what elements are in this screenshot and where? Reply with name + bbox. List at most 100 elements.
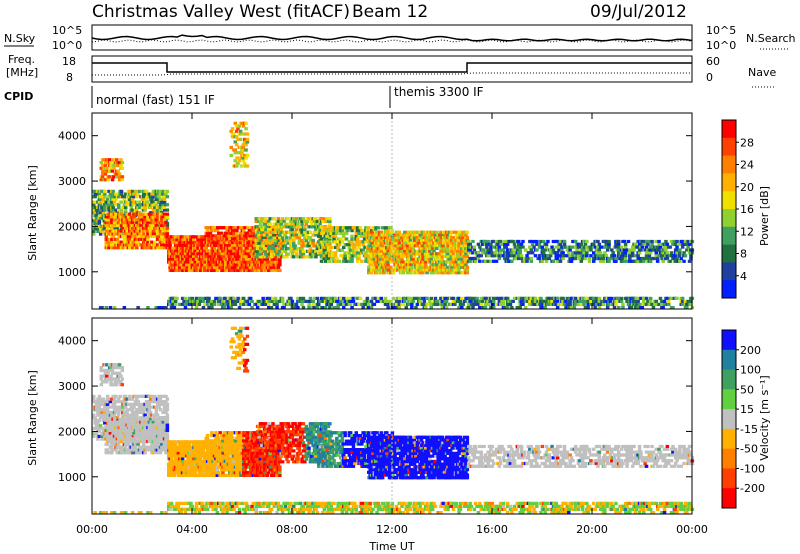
- power-cell: [371, 241, 375, 245]
- power-cell: [182, 238, 186, 242]
- power-cell: [357, 245, 361, 249]
- power-cell: [318, 299, 322, 303]
- power-cell: [636, 259, 640, 263]
- power-cell: [678, 254, 682, 258]
- power-cell: [365, 296, 370, 300]
- power-cell: [111, 189, 115, 193]
- power-cell: [453, 249, 457, 253]
- power-cell: [260, 233, 264, 237]
- power-cell: [117, 229, 121, 233]
- power-cell: [633, 242, 638, 246]
- power-cell: [129, 229, 133, 233]
- power-cell: [425, 254, 429, 259]
- power-cell: [262, 249, 267, 253]
- power-cell: [204, 234, 208, 238]
- power-cell: [325, 234, 329, 238]
- power-cell: [364, 302, 368, 306]
- power-cell: [568, 302, 572, 306]
- power-cell: [430, 252, 435, 256]
- power-cell: [290, 252, 295, 256]
- power-cell: [221, 268, 225, 272]
- power-cell: [596, 245, 600, 249]
- power-cell: [146, 203, 150, 207]
- power-cell: [514, 256, 518, 261]
- power-cell: [205, 228, 210, 233]
- power-cell: [497, 245, 502, 249]
- power-cell: [322, 240, 327, 244]
- power-cell: [268, 238, 272, 243]
- power-cell: [523, 248, 528, 252]
- power-cell: [411, 299, 415, 303]
- power-cell: [144, 189, 149, 193]
- power-cell: [290, 219, 295, 223]
- power-cell: [604, 254, 608, 258]
- power-cell: [257, 299, 261, 303]
- power-cell: [307, 244, 311, 248]
- power-cell: [146, 200, 150, 204]
- power-cell: [112, 246, 117, 250]
- power-cell: [479, 302, 483, 306]
- power-cell: [175, 296, 179, 300]
- power-cell: [439, 238, 443, 242]
- power-cell: [240, 252, 245, 256]
- power-cell: [460, 296, 464, 300]
- power-cell: [271, 296, 275, 300]
- power-cell: [390, 230, 395, 234]
- power-cell: [129, 215, 133, 219]
- power-cell: [487, 254, 492, 258]
- power-cell: [230, 237, 235, 241]
- power-cell: [164, 229, 168, 233]
- power-cell: [150, 197, 154, 201]
- power-cell: [637, 256, 642, 261]
- power-cell: [372, 302, 377, 306]
- power-cell: [429, 302, 433, 306]
- power-cell: [142, 195, 146, 199]
- power-cell: [162, 218, 167, 222]
- power-cell: [347, 245, 352, 249]
- power-cell: [96, 229, 100, 233]
- power-cell: [637, 251, 642, 255]
- power-cell: [621, 251, 625, 255]
- power-cell: [119, 192, 124, 196]
- power-cell: [657, 248, 661, 252]
- power-cell: [111, 205, 115, 209]
- power-cell: [369, 230, 374, 234]
- power-cell: [251, 228, 256, 233]
- power-cell: [486, 302, 490, 306]
- power-cell: [385, 302, 389, 306]
- power-cell: [372, 244, 377, 248]
- power-cell: [650, 239, 654, 244]
- power-cell: [278, 233, 282, 237]
- power-cell: [468, 242, 472, 246]
- power-cell: [476, 251, 481, 255]
- power-cell: [689, 302, 693, 306]
- power-cell: [239, 226, 243, 230]
- power-cell: [604, 239, 608, 244]
- power-cell: [440, 246, 445, 250]
- power-cell: [585, 254, 589, 258]
- power-cell: [104, 234, 108, 239]
- power-cell: [273, 296, 278, 300]
- power-cell: [155, 208, 160, 212]
- power-cell: [143, 215, 147, 219]
- power-cell: [333, 240, 338, 244]
- power-cell: [417, 241, 421, 245]
- power-cell: [136, 240, 140, 244]
- power-cell: [183, 252, 188, 256]
- power-cell: [446, 249, 450, 253]
- power-cell: [273, 268, 278, 272]
- power-cell: [469, 302, 474, 306]
- power-cell: [440, 299, 445, 303]
- power-cell: [303, 230, 307, 234]
- power-cell: [287, 222, 292, 226]
- power-cell: [103, 172, 108, 176]
- power-cell: [329, 245, 333, 249]
- power-cell: [561, 251, 565, 255]
- power-cell: [254, 217, 258, 221]
- power-cell: [500, 296, 504, 300]
- power-cell: [105, 218, 110, 222]
- plot-title: Christmas Valley West (fitACF): [92, 2, 350, 22]
- power-cell: [568, 254, 572, 258]
- power-cell: [165, 203, 170, 207]
- power-cell: [450, 265, 454, 269]
